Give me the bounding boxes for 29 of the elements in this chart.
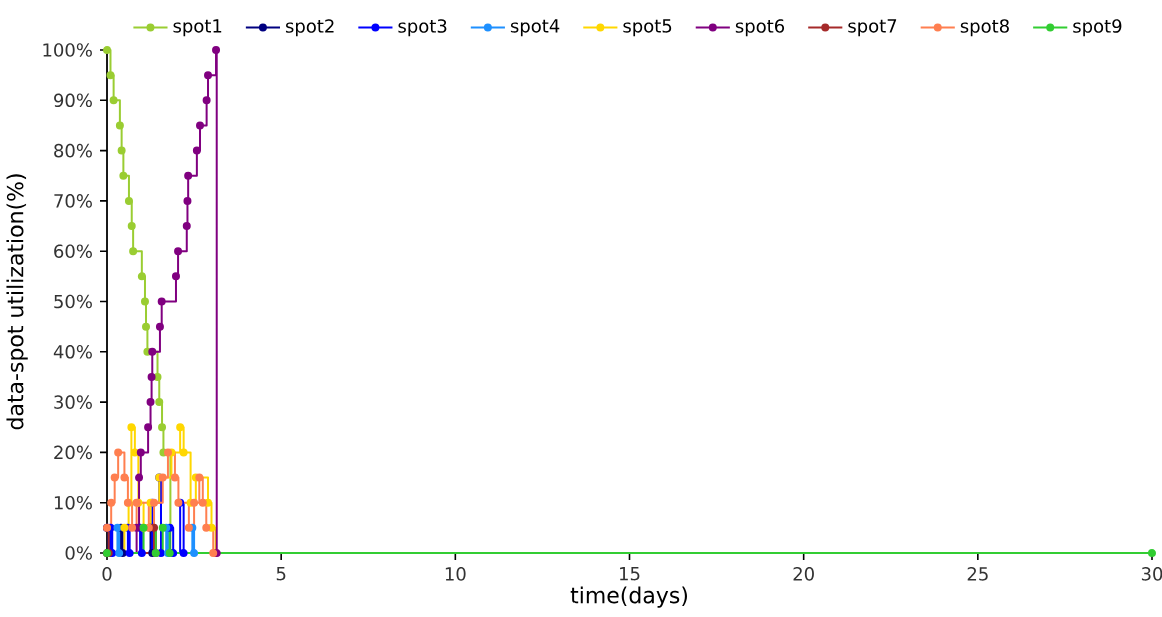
legend-label: spot2 (285, 19, 334, 37)
x-tick-label: 5 (276, 567, 286, 581)
legend-label: spot1 (173, 19, 222, 37)
legend-label: spot7 (848, 19, 897, 37)
y-tick-label: 80% (54, 143, 92, 158)
y-tick-label: 0% (65, 546, 92, 560)
legend-label: spot9 (1073, 19, 1122, 37)
y-tick-label: 40% (53, 344, 92, 359)
x-tick-label: 15 (620, 567, 640, 581)
y-tick-label: 20% (54, 445, 92, 460)
y-tick-label: 30% (54, 395, 92, 409)
legend-label: spot8 (960, 19, 1009, 37)
x-axis-title: time(days) (570, 586, 687, 608)
y-tick-label: 100% (43, 43, 92, 57)
x-tick-label: 20 (793, 567, 814, 581)
y-tick-label: 60% (54, 244, 92, 258)
legend-label: spot6 (735, 19, 785, 37)
y-tick-label: 10% (54, 495, 92, 510)
legend-label: spot5 (623, 19, 672, 37)
y-tick-label: 70% (54, 194, 92, 208)
y-tick-label: 90% (54, 93, 92, 108)
x-tick-label: 30 (1141, 567, 1162, 581)
x-tick-label: 25 (967, 567, 988, 581)
legend-label: spot3 (398, 19, 447, 37)
y-axis-title: data-spot utilization(%) (6, 174, 28, 430)
legend-label: spot4 (510, 19, 560, 37)
y-tick-label: 50% (54, 294, 92, 309)
x-tick-label: 10 (445, 567, 466, 581)
x-tick-label: 0 (102, 567, 112, 581)
